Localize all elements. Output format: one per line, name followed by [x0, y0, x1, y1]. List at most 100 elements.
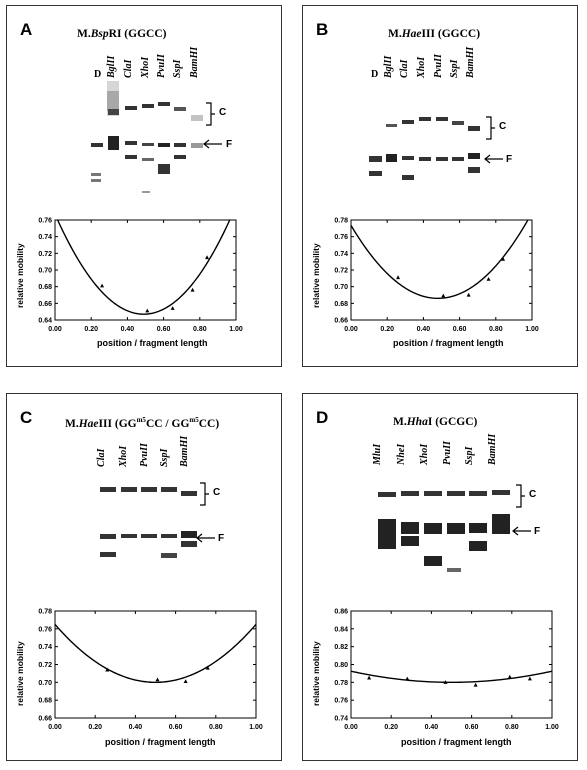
y-tick-label: 0.66 [334, 318, 348, 325]
lane-label: BamHI [465, 46, 476, 78]
data-point [473, 682, 478, 687]
lane-label: XhoI [416, 56, 427, 78]
bracket [205, 102, 217, 126]
x-tick-label: 0.00 [48, 326, 62, 333]
gel-image [363, 106, 503, 186]
lane-label: SspI [464, 446, 475, 465]
y-tick-label: 0.74 [334, 716, 348, 723]
data-point [100, 283, 105, 288]
panel-letter: C [20, 408, 33, 427]
arrow-icon [202, 139, 224, 149]
y-tick-label: 0.78 [334, 680, 348, 687]
y-tick-label: 0.68 [334, 301, 348, 308]
complex-label: C [499, 121, 507, 132]
data-point [441, 293, 446, 298]
y-tick-label: 0.82 [334, 644, 348, 651]
lane-label: PvuII [156, 54, 167, 78]
x-tick-label: 0.80 [505, 724, 519, 731]
y-tick-label: 0.70 [38, 680, 52, 687]
y-tick-label: 0.72 [334, 268, 348, 275]
data-point [443, 680, 448, 684]
y-tick-label: 0.72 [38, 662, 52, 669]
lane-label-d: D [94, 69, 102, 80]
data-point [527, 676, 532, 681]
y-tick-label: 0.64 [38, 318, 52, 325]
y-axis-label: relative mobility [15, 243, 25, 308]
y-tick-label: 0.78 [38, 609, 52, 616]
bracket [515, 484, 527, 508]
fit-curve [56, 220, 231, 315]
gel-image [92, 479, 217, 569]
data-point [155, 677, 160, 682]
x-tick-label: 1.00 [525, 326, 539, 333]
data-point [396, 275, 401, 280]
data-point [183, 679, 188, 684]
fit-curve [55, 623, 256, 684]
data-point [405, 676, 410, 681]
x-tick-label: 1.00 [249, 724, 263, 731]
x-tick-label: 0.00 [344, 326, 358, 333]
chart: 0.66 0.68 0.70 0.72 0.74 0.76 0.78 0.00 0.20 0.40… [325, 216, 540, 336]
arrow-icon [483, 154, 505, 164]
data-point [170, 306, 175, 310]
x-tick-label: 0.80 [209, 724, 223, 731]
x-tick-label: 0.20 [384, 724, 398, 731]
lane-label: PvuII [139, 443, 150, 467]
data-point [507, 674, 512, 679]
plot-frame [54, 610, 257, 719]
fit-curve [351, 220, 529, 300]
y-tick-label: 0.74 [38, 234, 52, 241]
data-point [190, 287, 195, 292]
x-tick-label: 0.80 [193, 326, 207, 333]
y-tick-label: 0.76 [38, 218, 52, 225]
x-tick-label: 0.60 [169, 724, 183, 731]
panel-title: M.HhaI (GCGC) [393, 416, 478, 428]
bracket [199, 482, 211, 506]
y-axis-label: relative mobility [15, 641, 25, 706]
lane-label: PvuII [433, 54, 444, 78]
free-label: F [506, 154, 513, 165]
x-tick-label: 0.40 [425, 724, 439, 731]
data-point [466, 292, 471, 297]
data-point [145, 308, 150, 313]
chart: 0.64 0.66 0.68 0.70 0.72 0.74 0.76 0.00 0.20 0.40… [29, 216, 244, 336]
lane-label: BamHI [189, 46, 200, 78]
y-tick-label: 0.66 [38, 301, 52, 308]
complex-label: C [529, 489, 537, 500]
free-label: F [226, 139, 233, 150]
complex-label: C [213, 487, 221, 498]
chart: 0.74 0.76 0.78 0.80 0.82 0.84 0.86 0.00 0.20 0.40… [325, 607, 560, 734]
x-tick-label: 0.60 [157, 326, 171, 333]
panel-c: C M.HaeIII (GGm5CC / GGm5CC) ClaI XhoI P… [6, 393, 282, 761]
bracket [485, 116, 497, 140]
y-tick-label: 0.66 [38, 716, 52, 723]
data-point [486, 276, 491, 281]
panel-a: A M.BspRI (GGCC) D BglII ClaI XhoI PvuII… [6, 5, 282, 367]
lane-label: ClaI [96, 448, 107, 467]
gel-image [87, 81, 227, 201]
panel-b: B M.HaeIII (GGCC) D BglII ClaI XhoI PvuI… [302, 5, 578, 367]
y-tick-label: 0.76 [334, 234, 348, 241]
y-tick-label: 0.76 [334, 698, 348, 705]
data-point [501, 256, 506, 261]
lane-label: SspI [449, 59, 460, 78]
lane-label: BamHI [179, 435, 190, 467]
data-point [105, 667, 110, 672]
plot-frame [350, 219, 533, 321]
data-point [205, 255, 210, 260]
y-tick-label: 0.74 [38, 644, 52, 651]
lane-label: XhoI [118, 445, 129, 467]
y-tick-label: 0.76 [38, 626, 52, 633]
panel-letter: A [20, 20, 33, 39]
chart-svg: 0.74 0.76 0.78 0.80 0.82 0.84 0.86 0.00 0.20 0.40… [334, 609, 559, 732]
panel-title: M.BspRI (GGCC) [77, 28, 167, 40]
x-tick-label: 0.00 [344, 724, 358, 731]
lane-label: SspI [172, 59, 183, 78]
lane-label: XhoI [140, 56, 151, 78]
lane-label: NheI [396, 443, 407, 465]
x-tick-label: 0.60 [465, 724, 479, 731]
x-tick-label: 0.40 [129, 724, 143, 731]
y-tick-label: 0.68 [38, 698, 52, 705]
lane-label-d: D [371, 69, 379, 80]
x-tick-label: 0.00 [48, 724, 62, 731]
